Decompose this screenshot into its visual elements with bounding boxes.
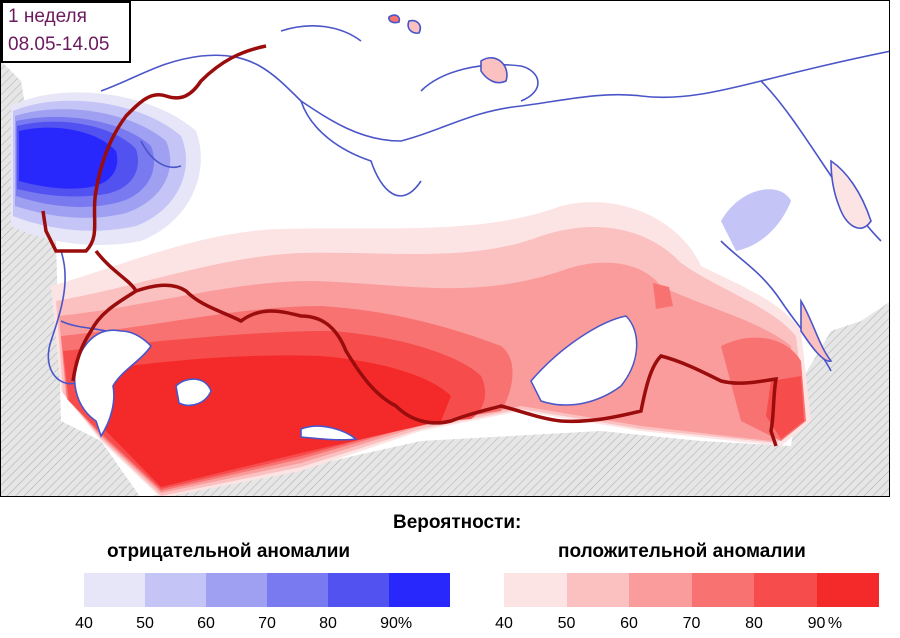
negative-swatch-50 xyxy=(145,573,206,607)
aral-sea xyxy=(175,378,212,407)
kamchatka xyxy=(830,159,872,229)
positive-swatch-40 xyxy=(504,573,567,607)
negative-swatch-90 xyxy=(389,573,450,607)
hatched-area-east xyxy=(791,302,889,496)
border-west xyxy=(71,289,137,382)
positive-tick-50: 50 xyxy=(557,615,576,632)
week-label: 1 неделя xyxy=(8,6,87,27)
hatched-area-southwest xyxy=(1,421,140,496)
negative-anomaly-90 xyxy=(19,127,118,189)
positive-unit-label: % xyxy=(827,615,843,632)
period-label-box: 1 неделя 08.05-14.05 xyxy=(1,1,131,63)
negative-swatch-60 xyxy=(206,573,267,607)
positive-swatch-60 xyxy=(629,573,692,607)
negative-tick-70: 70 xyxy=(258,615,276,632)
negative-tick-50: 50 xyxy=(136,615,154,632)
negative-anomaly-east xyxy=(721,189,791,251)
negative-anomaly-label: отрицательной аномалии xyxy=(107,541,351,562)
positive-anomaly-label: положительной аномалии xyxy=(558,541,806,562)
forecast-map: 1 неделя 08.05-14.05 xyxy=(0,0,890,497)
positive-tick-60: 60 xyxy=(620,615,638,632)
positive-tick-90: 90 xyxy=(807,615,826,632)
positive-swatch-80 xyxy=(754,573,817,607)
island-small-2 xyxy=(407,19,422,34)
negative-tick-90: 90 xyxy=(380,615,398,632)
island-north xyxy=(480,57,508,84)
positive-tick-40: 40 xyxy=(495,615,513,632)
negative-swatch-70 xyxy=(267,573,328,607)
date-range: 08.05-14.05 xyxy=(8,34,110,55)
national-border xyxy=(41,44,779,447)
negative-tick-40: 40 xyxy=(75,615,93,632)
negative-tick-80: 80 xyxy=(319,615,337,632)
island-small xyxy=(388,14,401,24)
negative-tick-60: 60 xyxy=(197,615,215,632)
negative-swatch-40 xyxy=(84,573,145,607)
legend-title: Вероятности: xyxy=(393,512,522,533)
positive-swatch-90 xyxy=(816,573,879,607)
positive-anomaly-spot xyxy=(653,283,673,309)
sakhalin xyxy=(800,298,833,362)
positive-tick-80: 80 xyxy=(745,615,763,632)
positive-tick-70: 70 xyxy=(682,615,701,632)
lake-baikal-window xyxy=(530,315,638,406)
positive-swatch-70 xyxy=(691,573,754,607)
negative-unit-label: % xyxy=(397,615,413,632)
hatched-area-south xyxy=(151,431,801,496)
map-canvas xyxy=(1,14,889,496)
lake-balkhash xyxy=(300,425,358,441)
positive-swatch-50 xyxy=(566,573,629,607)
negative-swatch-80 xyxy=(328,573,389,607)
